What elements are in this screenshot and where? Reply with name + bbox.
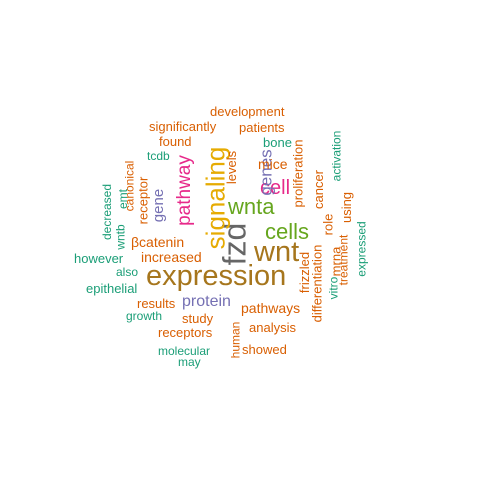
- word-using: using: [339, 191, 355, 224]
- word-activation: activation: [329, 130, 344, 182]
- word-human: human: [228, 321, 243, 359]
- word-wnt: wnt: [254, 236, 300, 268]
- word-pathways: pathways: [241, 300, 301, 316]
- word-gene: gene: [150, 188, 168, 223]
- word-development: development: [210, 104, 285, 119]
- word-proliferation: proliferation: [290, 139, 306, 208]
- word-tcdb: tcdb: [147, 149, 170, 163]
- word-cell: cell: [260, 177, 291, 199]
- word-may: may: [178, 355, 201, 369]
- word-beta-catenin: βcatenin: [131, 234, 185, 250]
- word-treatment: treatment: [336, 234, 351, 286]
- word-wnta: wnta: [228, 194, 275, 219]
- word-analysis: analysis: [249, 320, 296, 335]
- word-also: also: [116, 265, 139, 279]
- word-cancer: cancer: [311, 169, 327, 210]
- word-expression: expression: [146, 260, 287, 292]
- word-wntb: wntb: [113, 224, 128, 250]
- word-protein: protein: [182, 293, 231, 310]
- word-growth: growth: [126, 309, 163, 323]
- word-receptors: receptors: [158, 325, 213, 340]
- word-levels: levels: [224, 150, 240, 185]
- word-significantly: significantly: [149, 119, 217, 134]
- word-mice: mice: [258, 156, 288, 172]
- word-receptor: receptor: [135, 176, 151, 225]
- word-molecular: molecular: [158, 344, 211, 358]
- word-found: found: [159, 134, 192, 149]
- word-study: study: [182, 311, 214, 326]
- word-expressed: expressed: [354, 221, 369, 277]
- word-patients: patients: [239, 120, 285, 135]
- word-showed: showed: [242, 342, 287, 357]
- word-emt: emt: [116, 188, 131, 210]
- word-results: results: [137, 296, 176, 311]
- word-increased: increased: [141, 249, 202, 265]
- word-pathway: pathway: [173, 155, 195, 226]
- word-decreased: decreased: [100, 183, 115, 241]
- word-however: however: [74, 251, 124, 266]
- word-bone: bone: [263, 135, 292, 150]
- word-role: role: [320, 213, 336, 236]
- word-epithelial: epithelial: [86, 281, 138, 296]
- word-differentiation: differentiation: [309, 244, 325, 323]
- word-cells: cells: [265, 219, 310, 244]
